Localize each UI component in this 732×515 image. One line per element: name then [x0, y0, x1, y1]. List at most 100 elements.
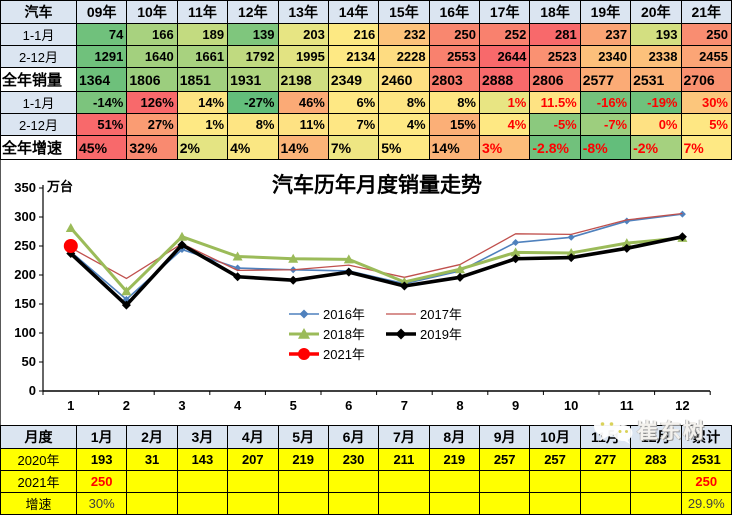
x-tick-label: 5 [290, 398, 297, 413]
table-cell: 45% [75, 135, 128, 160]
table-cell: 250 [680, 470, 732, 493]
table-cell: 2888 [478, 67, 531, 92]
table-cell [428, 492, 481, 515]
table-cell [327, 470, 380, 493]
x-tick-label: 4 [234, 398, 242, 413]
table-row: 1-1月 74 166 189 139 203 216 232 250 252 281 237 193 2… [0, 23, 732, 46]
table-cell: 166 [126, 23, 178, 46]
table-cell: 14% [176, 91, 229, 114]
table-cell: 2338 [630, 45, 682, 68]
table-cell: 1792 [227, 45, 279, 68]
table-cell: 2340 [579, 45, 632, 68]
table-cell [227, 470, 279, 493]
table-cell: 7% [680, 135, 732, 160]
column-header: 12月 [630, 425, 682, 449]
column-header: 19年 [579, 0, 632, 24]
x-tick-label: 8 [456, 398, 463, 413]
series-2017年 [70, 212, 683, 280]
column-header: 7月 [378, 425, 430, 449]
column-header: 6月 [327, 425, 380, 449]
chart-legend: 2016年 2017年 2018年 2019年 2021年 [289, 307, 462, 362]
chart-title: 汽车历年月度销量走势 [272, 173, 482, 197]
row-label: 增速 [0, 492, 77, 515]
table-cell [176, 492, 229, 515]
table-cell: 1931 [227, 67, 279, 92]
y-tick-label: 250 [14, 238, 36, 253]
table-cell: -2% [630, 135, 682, 160]
y-axis-unit-label: 万台 [46, 179, 73, 194]
table-cell: 1806 [126, 67, 178, 92]
x-tick-label: 11 [620, 398, 634, 413]
table-cell: 189 [176, 23, 229, 46]
table-cell: -2.8% [529, 135, 581, 160]
column-header: 11月 [579, 425, 632, 449]
table-cell: 2706 [680, 67, 732, 92]
table-cell: 250 [428, 23, 481, 46]
table-cell: 4% [378, 113, 430, 136]
column-header: 11年 [176, 0, 229, 24]
monthly-table: 月度 1月 2月 3月 4月 5月 6月 7月 8月 9月 10月 11月 12月 累计 2020年 193 3… [0, 425, 732, 515]
table-cell: 11% [277, 113, 329, 136]
column-header: 13年 [277, 0, 329, 24]
table-cell: 2803 [428, 67, 481, 92]
table-cell [227, 492, 279, 515]
table-corner-label: 月度 [0, 425, 77, 449]
row-label: 2-12月 [0, 113, 77, 136]
column-header: 8月 [428, 425, 481, 449]
table-cell: -27% [227, 91, 279, 114]
table-cell: -16% [579, 91, 632, 114]
table-cell: 14% [428, 135, 481, 160]
column-header: 20年 [630, 0, 682, 24]
table-cell: 283 [630, 448, 682, 471]
table-cell: -19% [630, 91, 682, 114]
table-cell: 3% [478, 135, 531, 160]
table-cell: 1291 [75, 45, 128, 68]
table-cell: 1995 [277, 45, 329, 68]
table-row: 2020年 193 31 143 207 219 230 211 219 257 257 277 283… [0, 448, 732, 471]
column-header: 21年 [680, 0, 732, 24]
table-cell: 51% [75, 113, 128, 136]
table-cell [478, 492, 531, 515]
table-cell: 250 [75, 470, 128, 493]
column-header: 3月 [176, 425, 229, 449]
column-header: 18年 [529, 0, 581, 24]
table-cell: -14% [75, 91, 128, 114]
y-tick-label: 200 [14, 267, 36, 282]
column-header: 14年 [327, 0, 380, 24]
series-2018年 [65, 223, 688, 296]
row-label: 1-1月 [0, 91, 77, 114]
table-cell: 7% [327, 135, 380, 160]
table-row: 全年增速 45% 32% 2% 4% 14% 7% 5% 14% 3% -2.8% -8% -2% 7% [0, 135, 732, 160]
table-cell: 139 [227, 23, 279, 46]
legend-label: 2021年 [323, 347, 365, 362]
column-header: 17年 [478, 0, 531, 24]
table-cell [529, 492, 581, 515]
table-row: 1-1月 -14% 126% 14% -27% 46% 6% 8% 8% 1% 11.5% -16% -… [0, 91, 732, 114]
column-header: 12年 [227, 0, 279, 24]
table-cell: 46% [277, 91, 329, 114]
table-cell: 203 [277, 23, 329, 46]
column-header: 15年 [378, 0, 430, 24]
column-header: 09年 [75, 0, 128, 24]
table-cell: 32% [126, 135, 178, 160]
table-cell [176, 470, 229, 493]
table-cell [327, 492, 380, 515]
table-cell: 8% [227, 113, 279, 136]
table-cell: 2523 [529, 45, 581, 68]
table-cell: 8% [378, 91, 430, 114]
legend-label: 2018年 [323, 327, 365, 342]
table-cell: 143 [176, 448, 229, 471]
column-header: 5月 [277, 425, 329, 449]
x-tick-label: 12 [675, 398, 689, 413]
table-cell: 15% [428, 113, 481, 136]
table-cell: 193 [75, 448, 128, 471]
table-cell: 2455 [680, 45, 732, 68]
column-header: 9月 [478, 425, 531, 449]
legend-label: 2017年 [420, 307, 462, 322]
table-cell: 211 [378, 448, 430, 471]
table-cell: 7% [327, 113, 380, 136]
table-cell: 30% [75, 492, 128, 515]
table-cell: 2806 [529, 67, 581, 92]
table-row: 全年销量 1364 1806 1851 1931 2198 2349 2460 2803 2888… [0, 67, 732, 92]
table-row: 2021年 250 250 [0, 470, 732, 493]
